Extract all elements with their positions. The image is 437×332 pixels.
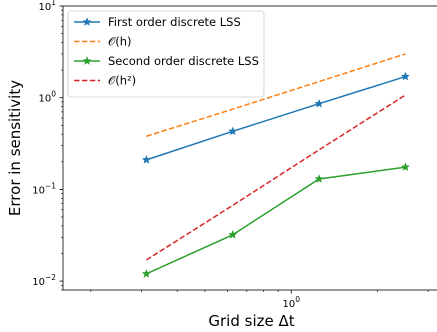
x-tick-label: 100 bbox=[283, 295, 301, 310]
series-line bbox=[146, 53, 406, 137]
axes-border bbox=[62, 5, 437, 291]
data-point-star bbox=[400, 71, 411, 81]
legend-entry-label: 𝒪(h²) bbox=[108, 74, 136, 88]
data-point-star bbox=[400, 162, 411, 172]
legend-entry-label: First order discrete LSS bbox=[108, 15, 241, 29]
series-1 bbox=[141, 71, 411, 164]
series-line bbox=[146, 75, 406, 161]
ticks-layer: 10−2 10−1 100 101 100 bbox=[32, 0, 429, 310]
data-point-star bbox=[314, 174, 324, 183]
series-layer bbox=[141, 53, 411, 278]
y-tick-label: 101 bbox=[38, 0, 56, 13]
y-tick-label: 10−2 bbox=[32, 273, 56, 288]
data-point-star bbox=[314, 98, 324, 108]
y-axis-label: Error in sensitivity bbox=[6, 80, 24, 216]
legend: First order discrete LSS 𝒪(h) Second order… bbox=[67, 10, 265, 98]
data-point-star bbox=[228, 126, 238, 136]
data-point-star bbox=[141, 268, 152, 278]
x-axis-label: Grid size Δt bbox=[208, 312, 294, 330]
y-tick-label: 100 bbox=[38, 90, 56, 105]
series-2 bbox=[146, 53, 406, 137]
series-line bbox=[146, 166, 406, 275]
series-4 bbox=[145, 94, 406, 261]
series-line bbox=[145, 94, 406, 261]
y-tick-label: 10−1 bbox=[32, 181, 56, 196]
legend-entry-label: Second order discrete LSS bbox=[108, 54, 259, 68]
legend-star-marker bbox=[82, 17, 92, 26]
series-3 bbox=[141, 162, 411, 278]
axes-frame bbox=[62, 5, 437, 291]
legend-star-marker bbox=[82, 56, 92, 65]
data-point-star bbox=[141, 154, 152, 164]
legend-box bbox=[67, 10, 265, 98]
legend-entry-label: 𝒪(h) bbox=[108, 35, 132, 49]
data-point-star bbox=[228, 229, 238, 239]
